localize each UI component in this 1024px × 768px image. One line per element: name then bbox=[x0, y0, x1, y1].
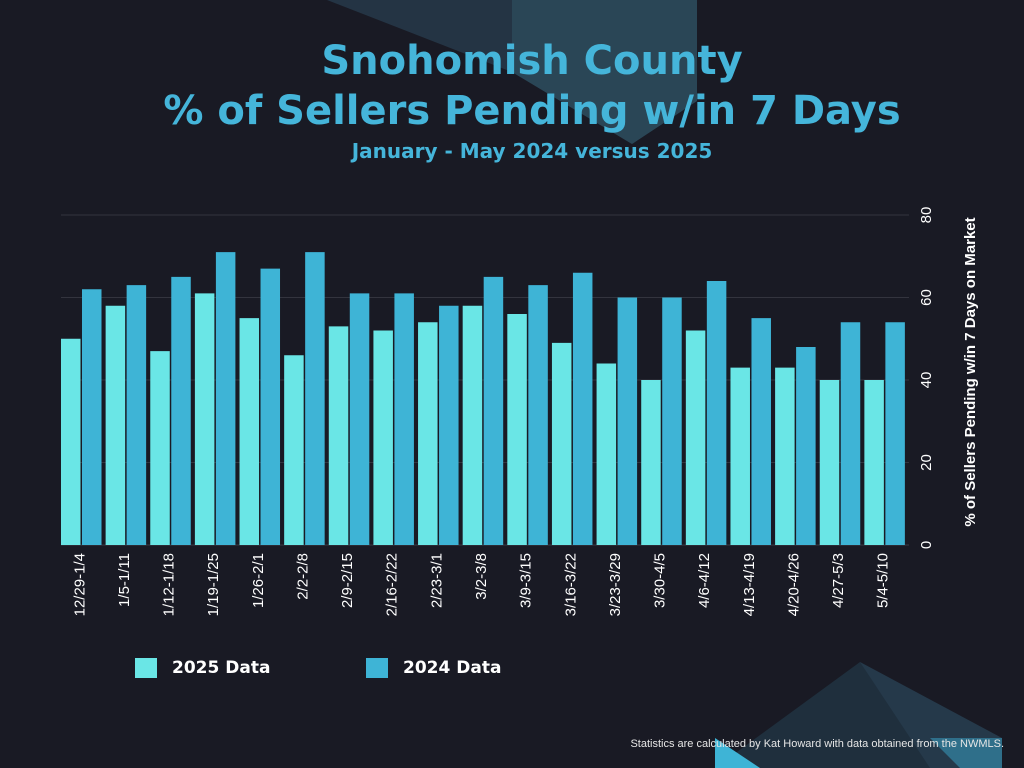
chart-subtitle: January - May 2024 versus 2025 bbox=[351, 139, 713, 163]
bar-2024-1/26-2/1 bbox=[260, 268, 281, 545]
x-tick-label: 5/4-5/10 bbox=[875, 553, 892, 608]
bar-2024-3/30-4/5 bbox=[662, 297, 682, 545]
bar-2024-5/4-5/10 bbox=[885, 322, 905, 545]
bar-2025-1/12-1/18 bbox=[150, 351, 170, 545]
x-tick-label: 2/2-2/8 bbox=[294, 553, 311, 600]
x-tick-label: 1/19-1/25 bbox=[205, 553, 222, 616]
y-tick-label: 20 bbox=[918, 454, 935, 471]
x-tick-label: 3/23-3/29 bbox=[607, 553, 624, 616]
bar-2025-3/16-3/22 bbox=[551, 342, 572, 545]
bar-2025-3/2-3/8 bbox=[462, 305, 483, 545]
x-tick-label: 2/16-2/22 bbox=[384, 553, 401, 616]
bar-2024-2/23-3/1 bbox=[439, 305, 459, 545]
bar-2024-2/2-2/8 bbox=[305, 252, 325, 545]
bar-2024-3/2-3/8 bbox=[483, 276, 504, 545]
chart-title-line-2: % of Sellers Pending w/in 7 Days bbox=[163, 88, 901, 134]
x-tick-label: 3/30-4/5 bbox=[652, 553, 669, 608]
x-tick-label: 3/2-3/8 bbox=[473, 553, 490, 600]
y-tick-label: 80 bbox=[918, 207, 935, 224]
bar-2024-2/9-2/15 bbox=[349, 293, 370, 545]
y-axis-label: % of Sellers Pending w/in 7 Days on Mark… bbox=[962, 217, 979, 526]
legend-label-2024: 2024 Data bbox=[403, 658, 502, 678]
chart-title: Snohomish County bbox=[321, 38, 743, 84]
bar-2025-1/26-2/1 bbox=[239, 318, 260, 545]
x-tick-label: 3/16-3/22 bbox=[562, 553, 579, 616]
bar-2024-1/12-1/18 bbox=[171, 276, 191, 545]
bar-2025-2/2-2/8 bbox=[284, 355, 304, 545]
x-tick-label: 4/13-4/19 bbox=[741, 553, 758, 616]
y-tick-label: 40 bbox=[918, 372, 935, 389]
bar-2024-3/9-3/15 bbox=[528, 285, 548, 545]
x-tick-label: 1/26-2/1 bbox=[250, 553, 267, 608]
bar-2024-4/6-4/12 bbox=[706, 281, 727, 545]
bar-2025-2/23-3/1 bbox=[418, 322, 438, 545]
bar-2024-4/13-4/19 bbox=[751, 318, 771, 545]
legend-item-2025: 2025 Data bbox=[135, 656, 270, 680]
y-axis-ticks: 0 20 40 60 80 bbox=[918, 207, 935, 550]
x-tick-label: 1/12-1/18 bbox=[161, 553, 178, 616]
bar-2025-4/27-5/3 bbox=[819, 380, 840, 545]
legend-label-2025: 2025 Data bbox=[172, 658, 271, 678]
bar-2025-4/6-4/12 bbox=[685, 330, 706, 545]
bar-2024-1/5-1/11 bbox=[126, 285, 147, 545]
x-tick-label: 2/9-2/15 bbox=[339, 553, 356, 608]
bar-2024-4/20-4/26 bbox=[796, 347, 816, 545]
bar-2025-3/23-3/29 bbox=[596, 363, 617, 545]
x-tick-label: 4/6-4/12 bbox=[696, 553, 713, 608]
bar-2025-4/13-4/19 bbox=[730, 367, 750, 545]
x-axis-ticks: 12/29-1/4 1/5-1/11 1/12-1/18 1/19-1/25 1/26-… bbox=[71, 553, 891, 616]
bar-2025-3/30-4/5 bbox=[641, 380, 661, 545]
bar-2025-12/29-1/4 bbox=[61, 338, 81, 545]
bar-2024-2/16-2/22 bbox=[394, 293, 414, 545]
bar-2024-3/23-3/29 bbox=[617, 297, 638, 545]
bar-2025-3/9-3/15 bbox=[507, 314, 527, 545]
bar-2024-4/27-5/3 bbox=[840, 322, 861, 545]
bar-2025-2/9-2/15 bbox=[328, 326, 349, 545]
bar-2025-1/19-1/25 bbox=[194, 293, 215, 545]
y-tick-label: 60 bbox=[918, 289, 935, 306]
x-tick-label: 1/5-1/11 bbox=[116, 553, 133, 607]
y-tick-label: 0 bbox=[918, 541, 935, 549]
x-tick-label: 4/27-5/3 bbox=[830, 553, 847, 608]
bars bbox=[61, 252, 905, 545]
bar-2025-5/4-5/10 bbox=[864, 380, 884, 545]
bar-2025-4/20-4/26 bbox=[775, 367, 795, 545]
bar-2024-12/29-1/4 bbox=[82, 289, 102, 545]
legend-swatch-2025 bbox=[135, 658, 157, 678]
bar-2024-3/16-3/22 bbox=[572, 272, 593, 545]
x-tick-label: 12/29-1/4 bbox=[71, 553, 88, 616]
x-tick-label: 2/23-3/1 bbox=[428, 553, 445, 608]
x-tick-label: 3/9-3/15 bbox=[518, 553, 535, 608]
bar-2024-1/19-1/25 bbox=[215, 252, 236, 545]
footnote: Statistics are calculated by Kat Howard … bbox=[630, 738, 1004, 750]
bar-2025-2/16-2/22 bbox=[373, 330, 393, 545]
x-tick-label: 4/20-4/26 bbox=[785, 553, 802, 616]
bar-2025-1/5-1/11 bbox=[105, 305, 126, 545]
legend-swatch-2024 bbox=[366, 658, 388, 678]
legend-item-2024: 2024 Data bbox=[366, 656, 501, 680]
